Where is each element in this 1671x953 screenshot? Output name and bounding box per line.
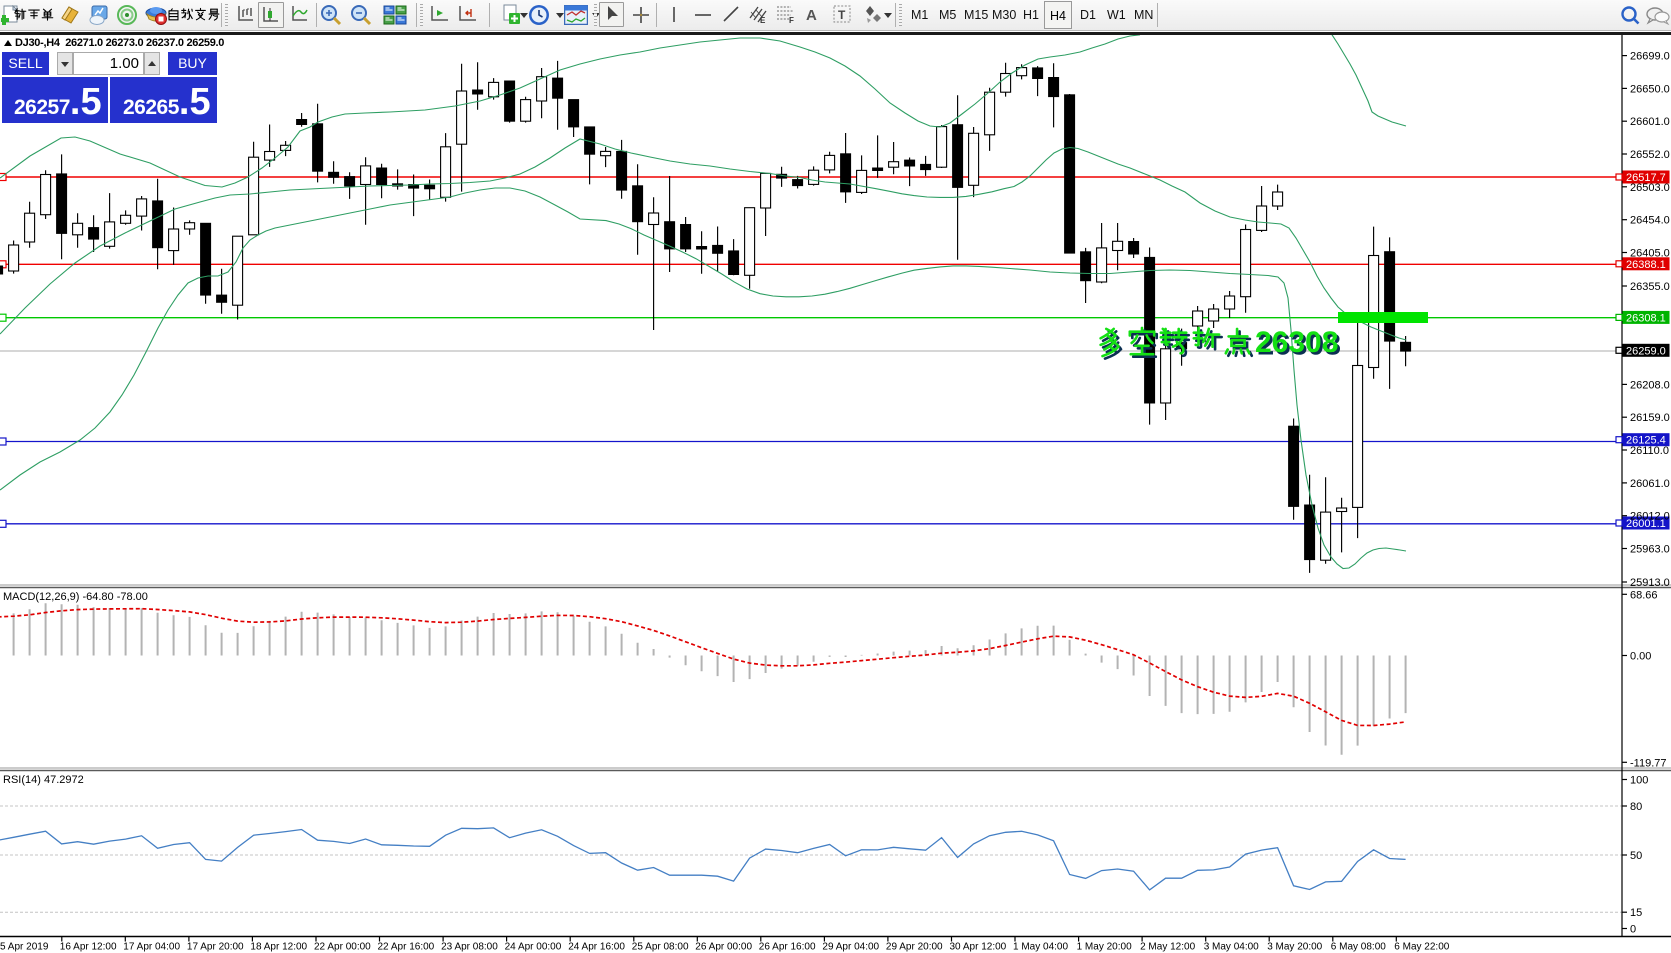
svg-text:6 May 08:00: 6 May 08:00 (1331, 942, 1386, 953)
svg-text:T: T (838, 8, 846, 22)
svg-text:2 May 12:00: 2 May 12:00 (1140, 942, 1195, 953)
svg-text:-119.77: -119.77 (1630, 757, 1667, 769)
svg-text:25 Apr 08:00: 25 Apr 08:00 (632, 942, 689, 953)
svg-text:26208.0: 26208.0 (1630, 379, 1670, 391)
svg-text:68.66: 68.66 (1630, 589, 1658, 601)
svg-text:F: F (789, 16, 794, 24)
svg-text:6 May 22:00: 6 May 22:00 (1394, 942, 1449, 953)
svg-text:26517.7: 26517.7 (1626, 172, 1666, 184)
svg-text:22 Apr 00:00: 22 Apr 00:00 (314, 942, 371, 953)
svg-text:26699.0: 26699.0 (1630, 51, 1670, 63)
svg-text:26259.0: 26259.0 (1626, 345, 1666, 357)
svg-text:29 Apr 20:00: 29 Apr 20:00 (886, 942, 943, 953)
svg-text:24 Apr 00:00: 24 Apr 00:00 (505, 942, 562, 953)
svg-text:26405.0: 26405.0 (1630, 248, 1670, 260)
svg-text:26308.1: 26308.1 (1626, 312, 1666, 324)
svg-text:25913.0: 25913.0 (1630, 577, 1670, 589)
svg-text:5 Apr 2019: 5 Apr 2019 (0, 942, 49, 953)
svg-text:0: 0 (1630, 924, 1636, 936)
svg-text:80: 80 (1630, 801, 1642, 813)
svg-text:50: 50 (1630, 850, 1642, 862)
svg-text:26012.0: 26012.0 (1630, 511, 1670, 523)
svg-text:17 Apr 04:00: 17 Apr 04:00 (123, 942, 180, 953)
svg-text:3 May 04:00: 3 May 04:00 (1204, 942, 1259, 953)
svg-text:26355.0: 26355.0 (1630, 281, 1670, 293)
svg-text:26454.0: 26454.0 (1630, 215, 1670, 227)
svg-text:26503.0: 26503.0 (1630, 182, 1670, 194)
svg-text:0.00: 0.00 (1630, 651, 1651, 663)
svg-text:26125.4: 26125.4 (1626, 435, 1666, 447)
svg-text:22 Apr 16:00: 22 Apr 16:00 (378, 942, 435, 953)
svg-text:29 Apr 04:00: 29 Apr 04:00 (822, 942, 879, 953)
svg-text:26 Apr 00:00: 26 Apr 00:00 (695, 942, 752, 953)
svg-text:26308: 26308 (1255, 326, 1338, 359)
svg-text:17 Apr 20:00: 17 Apr 20:00 (187, 942, 244, 953)
svg-text:30 Apr 12:00: 30 Apr 12:00 (950, 942, 1007, 953)
svg-text:26650.0: 26650.0 (1630, 83, 1670, 95)
svg-text:100: 100 (1630, 775, 1648, 787)
svg-text:18 Apr 12:00: 18 Apr 12:00 (250, 942, 307, 953)
svg-text:15: 15 (1630, 907, 1642, 919)
svg-text:16 Apr 12:00: 16 Apr 12:00 (60, 942, 117, 953)
svg-text:26601.0: 26601.0 (1630, 116, 1670, 128)
svg-text:26001.1: 26001.1 (1626, 518, 1666, 530)
svg-text:26110.0: 26110.0 (1630, 445, 1669, 457)
svg-text:26159.0: 26159.0 (1630, 412, 1670, 424)
svg-text:26552.0: 26552.0 (1630, 149, 1670, 161)
svg-text:26388.1: 26388.1 (1626, 259, 1666, 271)
svg-text:24 Apr 16:00: 24 Apr 16:00 (568, 942, 625, 953)
svg-text:E: E (760, 16, 766, 24)
svg-text:3 May 20:00: 3 May 20:00 (1267, 942, 1322, 953)
svg-text:26308: 26308 (1258, 329, 1341, 362)
svg-text:23 Apr 08:00: 23 Apr 08:00 (441, 942, 498, 953)
svg-text:1 May 20:00: 1 May 20:00 (1077, 942, 1132, 953)
svg-text:1 May 04:00: 1 May 04:00 (1013, 942, 1068, 953)
svg-text:26061.0: 26061.0 (1630, 478, 1670, 490)
svg-text:25963.0: 25963.0 (1630, 544, 1670, 556)
svg-text:26 Apr 16:00: 26 Apr 16:00 (759, 942, 816, 953)
